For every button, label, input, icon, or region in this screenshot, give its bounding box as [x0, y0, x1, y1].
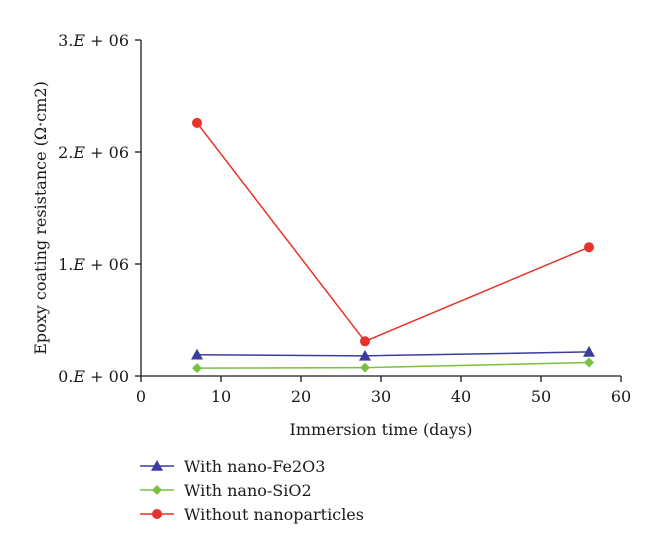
x-tick-label: 20 — [291, 387, 311, 406]
legend-label: With nano-SiO2 — [184, 481, 312, 500]
y-tick-label: 3.E + 06 — [58, 31, 129, 50]
data-point — [359, 349, 371, 361]
x-axis-title: Immersion time (days) — [290, 420, 473, 439]
series-line — [196, 122, 590, 343]
x-tick-label: 50 — [531, 387, 551, 406]
legend-item: With nano-Fe2O3 — [140, 457, 325, 476]
legend: With nano-Fe2O3 With nano-SiO2 Without nan… — [140, 457, 364, 524]
x-tick-label: 30 — [371, 387, 391, 406]
series-line — [196, 351, 590, 357]
data-point — [583, 345, 595, 357]
data-point — [191, 348, 203, 360]
y-tick-label: 1.E + 06 — [58, 255, 129, 274]
y-tick-label: 2.E + 06 — [58, 143, 129, 162]
legend-item: With nano-SiO2 — [140, 481, 312, 500]
data-point — [584, 242, 594, 253]
legend-item: Without nanoparticles — [140, 505, 364, 524]
legend-marker — [152, 509, 162, 519]
y-tick-label: 0.E + 00 — [58, 367, 129, 386]
series-line — [196, 361, 590, 369]
data-point — [192, 117, 202, 128]
series-0 — [191, 345, 595, 361]
data-point — [360, 362, 370, 373]
x-tick-label: 40 — [451, 387, 471, 406]
data-point — [360, 336, 370, 347]
x-tick-label: 0 — [136, 387, 146, 406]
y-axis-title: Epoxy coating resistance (Ω·cm2) — [31, 81, 50, 355]
series-1 — [192, 357, 594, 374]
legend-marker — [152, 485, 162, 495]
series-2 — [192, 117, 594, 347]
data-point — [192, 363, 202, 374]
legend-marker — [151, 460, 163, 471]
x-tick-label: 10 — [211, 387, 231, 406]
axes: 0 10 20 30 40 50 60 0.E + 00 1.E + 06 2.E + 06 3.E… — [31, 31, 631, 439]
x-tick-label: 60 — [611, 387, 631, 406]
data-point — [584, 357, 594, 368]
legend-label: Without nanoparticles — [184, 505, 364, 524]
series-layer — [191, 117, 595, 374]
legend-label: With nano-Fe2O3 — [184, 457, 325, 476]
